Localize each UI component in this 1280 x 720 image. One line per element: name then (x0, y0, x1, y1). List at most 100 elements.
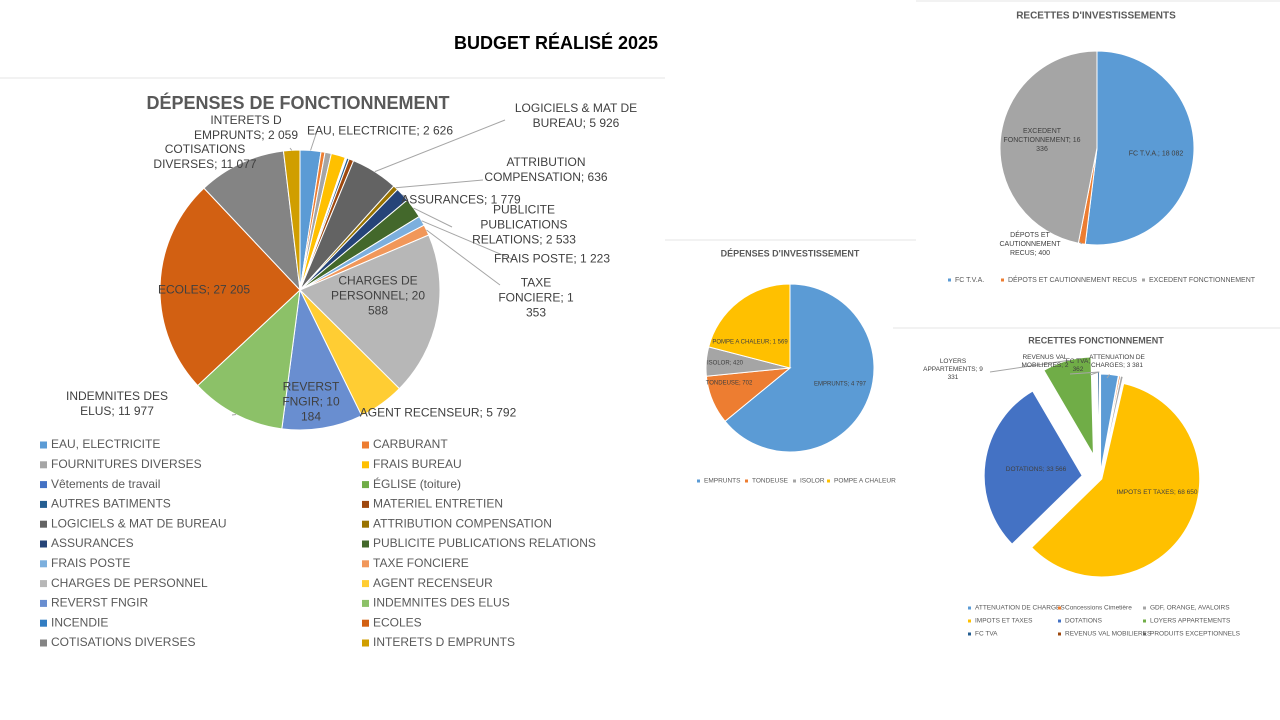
data-label: ATTENUATION DE CHARGES; 3 381 (1089, 353, 1145, 369)
data-label: FRAIS POSTE; 1 223 (493, 251, 611, 266)
legend-marker (40, 461, 47, 469)
leader-line (289, 147, 293, 151)
chart-title: RECETTES D'INVESTISSEMENTS (1016, 11, 1176, 22)
legend-label: CHARGES DE PERSONNEL (51, 576, 208, 590)
legend-marker (1058, 619, 1061, 623)
legend-label: DÉPOTS ET CAUTIONNEMENT RECUS (1008, 275, 1137, 284)
legend-marker (1001, 278, 1004, 282)
legend-marker (1143, 632, 1146, 636)
legend-label: FRAIS POSTE (51, 556, 130, 570)
legend-label: ÉGLISE (toiture) (373, 476, 461, 491)
legend-label: MATERIEL ENTRETIEN (373, 497, 503, 511)
data-label: EAU, ELECTRICITE; 2 626 (306, 123, 454, 138)
legend-marker (362, 560, 369, 568)
legend-label: PRODUITS EXCEPTIONNELS (1150, 631, 1241, 638)
data-label: ASSURANCES; 1 779 (401, 192, 521, 207)
legend-marker (968, 619, 971, 623)
legend-marker (1058, 632, 1061, 636)
legend-label: ASSURANCES (51, 536, 134, 550)
leader-line (310, 133, 317, 151)
legend-label: LOGICIELS & MAT DE BUREAU (51, 516, 227, 530)
data-label: FC T.V.A.; 18 082 (1128, 150, 1184, 158)
data-label: ATTRIBUTION COMPENSATION; 636 (484, 155, 608, 184)
chart-title: RECETTES FONCTIONNEMENT (1028, 335, 1164, 345)
leader-line (989, 360, 1067, 373)
pie-slice (724, 283, 875, 453)
data-label: ECOLES; 27 205 (157, 282, 251, 297)
leader-line (426, 229, 501, 286)
data-label: PUBLICITE PUBLICATIONS RELATIONS; 2 533 (472, 202, 576, 247)
legend-marker (968, 632, 971, 636)
legend-label: Concessions Cimetière (1065, 605, 1132, 612)
legend-label: AUTRES BATIMENTS (51, 497, 171, 511)
legend-marker (40, 599, 47, 607)
pie-slice (708, 283, 791, 369)
legend-label: EAU, ELECTRICITE (51, 437, 160, 451)
leader-line (1106, 374, 1110, 379)
data-label: REVENUS VAL MOBILIERES; 2 (1021, 353, 1069, 369)
legend-marker (793, 479, 796, 483)
legend-label: INTERETS D EMPRUNTS (373, 635, 515, 649)
legend-label: ATTRIBUTION COMPENSATION (373, 516, 552, 530)
legend-marker (40, 441, 47, 449)
legend-label: FC TVA (975, 631, 998, 638)
legend-marker (40, 540, 47, 548)
data-label: LOYERS APPARTEMENTS; 9 331 (923, 357, 983, 382)
legend-marker (1143, 606, 1146, 610)
pie-slice (1100, 373, 1119, 473)
leader-line (421, 220, 513, 260)
data-label: INDEMNITES DES ELUS; 11 977 (65, 389, 168, 418)
legend-label: COTISATIONS DIVERSES (51, 635, 195, 649)
data-label: REVERST FNGIR; 10 184 (282, 379, 340, 424)
legend-label: INCENDIE (51, 615, 108, 629)
legend-marker (362, 540, 369, 548)
legend-marker (968, 606, 971, 610)
legend-label: PUBLICITE PUBLICATIONS RELATIONS (373, 536, 596, 550)
pie-slice (999, 50, 1098, 244)
data-label: AGENT RECENSEUR; 5 792 (359, 405, 517, 420)
pie-slice (1100, 375, 1124, 473)
pie-slice (1098, 373, 1101, 473)
leader-line (1069, 371, 1100, 375)
leader-line (395, 179, 484, 189)
legend-marker (362, 461, 369, 469)
legend-marker (362, 500, 369, 508)
data-label: TAXE FONCIERE; 1 353 (498, 275, 574, 320)
leader-line (402, 194, 409, 201)
legend-marker (362, 599, 369, 607)
legend-marker (948, 278, 951, 282)
legend-label: FC T.V.A. (955, 277, 984, 284)
legend-label: DOTATIONS (1065, 618, 1103, 625)
legend-marker (362, 481, 369, 489)
data-label: DOTATIONS; 33 566 (1005, 465, 1067, 473)
legend-marker (40, 500, 47, 508)
legend-marker (1143, 619, 1146, 623)
chart-title: DÉPENSES D'INVESTISSEMENT (721, 248, 860, 258)
legend-label: INDEMNITES DES ELUS (373, 596, 510, 610)
legend-label: POMPE A CHALEUR (834, 478, 896, 485)
pie-slice (1084, 50, 1195, 246)
data-label: INTERETS D EMPRUNTS; 2 059 (193, 113, 299, 142)
data-label: LOGICIELS & MAT DE BUREAU; 5 926 (514, 101, 638, 130)
pie-slice (159, 187, 301, 387)
legend-marker (827, 479, 830, 483)
legend-marker (362, 520, 369, 528)
legend-label: FRAIS BUREAU (373, 457, 462, 471)
data-label: IMPOTS ET TAXES; 68 650 (1116, 488, 1198, 496)
legend-label: TAXE FONCIERE (373, 556, 469, 570)
legend-marker (362, 639, 369, 647)
legend-label: TONDEUSE (752, 478, 789, 485)
data-label: TONDEUSE; 702 (705, 380, 753, 387)
legend-label: CARBURANT (373, 437, 448, 451)
legend-label: IMPOTS ET TAXES (975, 618, 1033, 625)
legend-marker (1142, 278, 1145, 282)
pie-slice (1030, 382, 1201, 578)
pie-slice (203, 150, 301, 292)
legend-marker (40, 481, 47, 489)
chart-title: DÉPENSES DE FONCTIONNEMENT (146, 92, 449, 113)
page-title: BUDGET RÉALISÉ 2025 (454, 32, 658, 53)
legend-marker (362, 441, 369, 449)
legend-label: EXCEDENT FONCTIONNEMENT (1149, 277, 1256, 284)
data-label: ISOLOR; 420 (706, 360, 744, 367)
